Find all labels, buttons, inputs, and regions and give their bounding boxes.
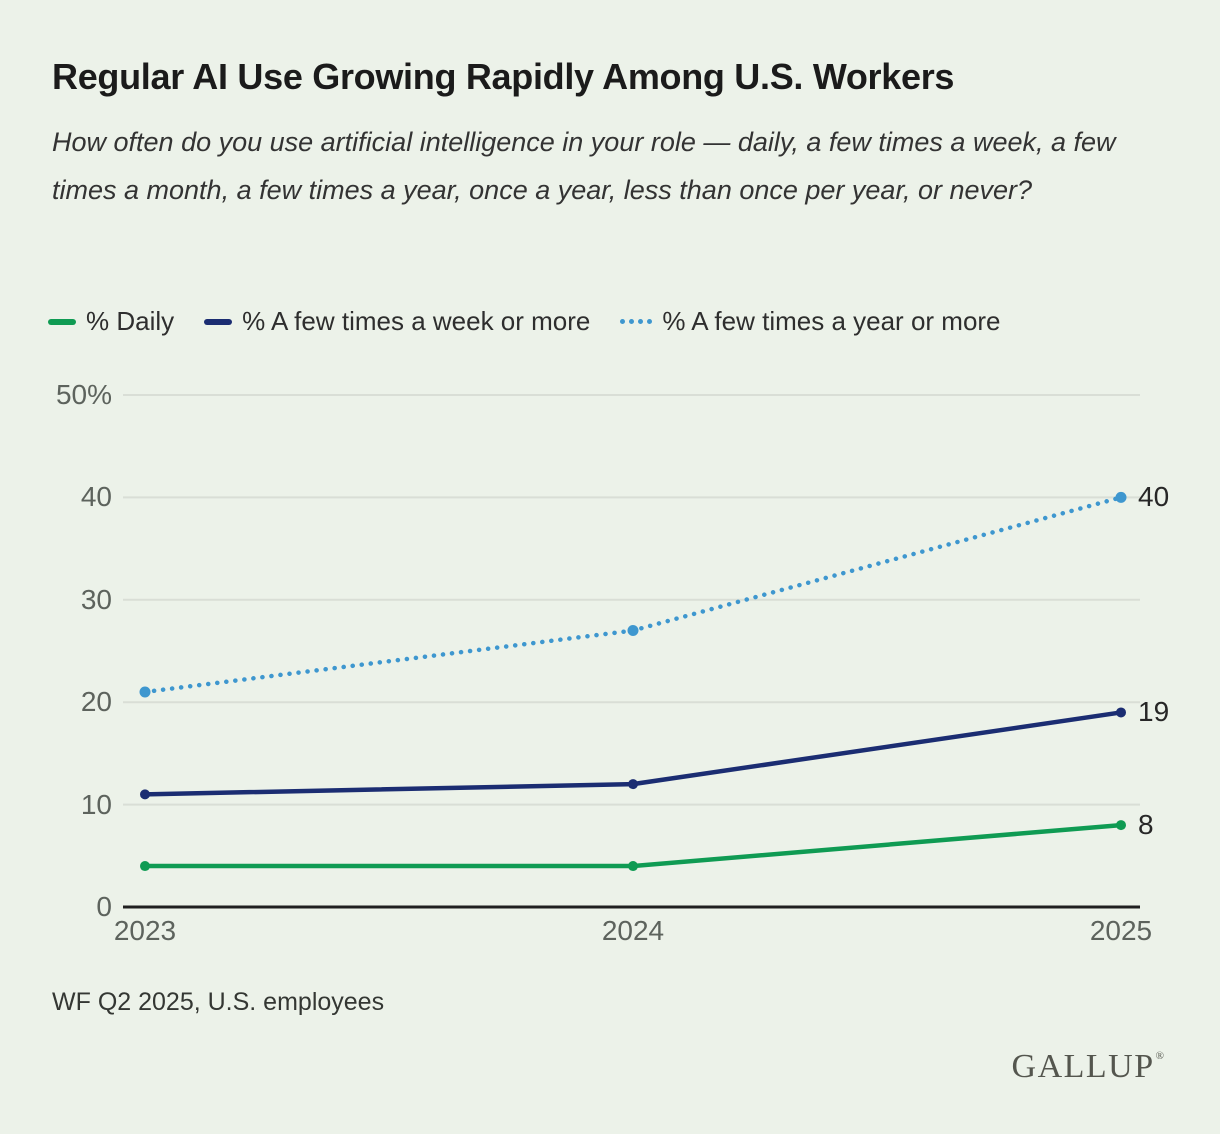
legend-label-year-or-more: % A few times a year or more [662,306,1001,336]
green-line-swatch-icon [48,318,76,325]
y-axis-tick-label: 30 [80,584,112,615]
chart-question-subtitle: How often do you use artificial intellig… [52,127,1116,205]
legend-item-year-or-more: % A few times a year or more [620,306,1001,337]
y-axis-tick-label: 0 [96,891,112,922]
value-label-year-or-more: 40 [1138,481,1170,512]
navy-line-swatch-icon [204,318,233,325]
x-axis-tick-label: 2024 [601,915,665,946]
legend-label-daily: % Daily [86,306,175,336]
legend-label-week-or-more: % A few times a week or more [242,306,591,336]
legend-item-daily: % Daily [48,306,174,337]
value-label-week-or-more: 19 [1138,696,1170,727]
legend-item-week-or-more: % A few times a week or more [204,306,590,337]
y-axis-tick-label: 50% [55,379,112,410]
registered-mark-icon: ® [1155,1050,1164,1062]
source-note: WF Q2 2025, U.S. employees [52,988,385,1016]
value-label-daily: 8 [1138,809,1154,840]
x-axis-tick-label: 2023 [113,915,177,946]
dotted-line-swatch-icon [620,319,653,324]
legend: % Daily % A few times a week or more % A… [48,306,1001,337]
y-axis-tick-label: 20 [80,686,112,717]
y-axis-tick-label: 10 [80,789,112,820]
page-title: Regular AI Use Growing Rapidly Among U.S… [52,56,955,97]
x-axis-tick-label: 2025 [1089,915,1153,946]
y-axis-tick-label: 40 [80,481,112,512]
gallup-logo-text: GALLUP [1011,1048,1155,1085]
gallup-logo: GALLUP® [1012,1048,1164,1086]
